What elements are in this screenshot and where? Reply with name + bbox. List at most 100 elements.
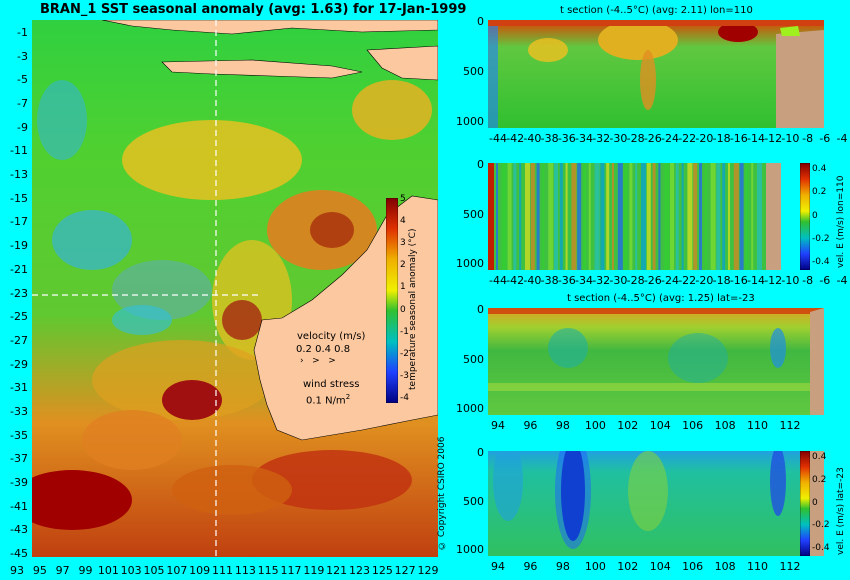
velocity-stripe xyxy=(745,163,749,270)
panel-x-tick: -40 xyxy=(523,132,542,145)
map-colorbar-tick: 0 xyxy=(400,304,406,315)
map-x-tick: 101 xyxy=(97,564,119,577)
panel3-section xyxy=(488,308,824,415)
map-x-tick: 109 xyxy=(189,564,211,577)
panel-x-tick: -20 xyxy=(695,274,714,287)
panel-colorbar-tick: 0 xyxy=(812,210,818,221)
panel-x-tick: -22 xyxy=(678,274,697,287)
panel1-section xyxy=(488,20,824,128)
panel-x-tick: -18 xyxy=(712,274,731,287)
panel-x-tick: -30 xyxy=(609,274,628,287)
panel-x-tick: 102 xyxy=(617,419,639,432)
map-x-tick: 111 xyxy=(212,564,233,577)
panel-x-tick: 106 xyxy=(682,560,704,573)
panel-x-tick: 96 xyxy=(523,419,538,432)
map-title: BRAN_1 SST seasonal anomaly (avg: 1.63) … xyxy=(40,2,467,17)
wind-legend-title: wind stress xyxy=(303,379,360,390)
map-x-tick: 103 xyxy=(120,564,142,577)
panel-y-tick: 1000 xyxy=(456,402,484,415)
velocity-stripe xyxy=(548,163,554,270)
map-x-tick: 125 xyxy=(371,564,393,577)
map-y-tick: -35 xyxy=(10,428,28,442)
velocity-stripe xyxy=(617,163,623,270)
map-y-tick: -7 xyxy=(17,97,28,111)
map-y-tick: -41 xyxy=(10,499,28,513)
panel4-section xyxy=(488,451,824,556)
map-y-tick: -27 xyxy=(10,333,28,347)
map-colorbar-tick: 4 xyxy=(400,216,406,227)
panel-x-tick: -44 xyxy=(489,132,507,145)
panel-x-tick: 102 xyxy=(617,560,639,573)
velocity-stripe xyxy=(722,163,726,270)
velocity-stripe xyxy=(646,163,651,270)
panel-x-tick: -38 xyxy=(540,132,559,145)
velocity-stripe xyxy=(757,163,762,270)
panel-colorbar-tick: 0.2 xyxy=(812,187,827,198)
panel-x-tick: -6 xyxy=(819,132,831,145)
velocity-stripe xyxy=(693,163,698,270)
panel-x-tick: -16 xyxy=(729,274,748,287)
panel-x-tick: 110 xyxy=(747,419,769,432)
velocity-stripe xyxy=(588,163,591,270)
panel-colorbar-tick: 0.2 xyxy=(812,474,827,485)
panel-x-tick: 108 xyxy=(714,560,736,573)
panel-x-tick: -44 xyxy=(489,274,507,287)
velocity-legend-values: 0.2 0.4 0.8 xyxy=(296,344,351,355)
panel-x-tick: -32 xyxy=(592,274,611,287)
copyright-text: © Copyright CSIRO 2006 xyxy=(437,436,447,550)
velocity-stripe xyxy=(606,163,610,270)
panel-x-tick: 112 xyxy=(779,419,801,432)
panel-y-tick: 500 xyxy=(463,352,484,366)
velocity-stripe xyxy=(519,163,522,270)
map-x-tick: 123 xyxy=(349,564,370,577)
panel-x-tick: -8 xyxy=(802,274,814,287)
velocity-stripe xyxy=(554,163,558,270)
panel1-title: t section (-4..5°C) (avg: 2.11) lon=110 xyxy=(560,5,753,16)
map-y-tick: -21 xyxy=(10,262,28,276)
panel-colorbar-tick: -0.2 xyxy=(812,520,830,531)
map-x-tick: 127 xyxy=(394,564,416,577)
panel-x-tick: -8 xyxy=(802,132,814,145)
velocity-stripe xyxy=(658,163,661,270)
panel-x-tick: 98 xyxy=(555,560,570,573)
panel-x-tick: -12 xyxy=(764,132,783,145)
panel-y-tick: 0 xyxy=(477,303,484,316)
panel2-colorbar xyxy=(800,163,810,270)
map-colorbar-label: temperature seasonal anomaly (°C) xyxy=(408,228,418,390)
panel-x-tick: -20 xyxy=(695,132,714,145)
velocity-stripe xyxy=(542,163,545,270)
panel4-colorbar xyxy=(800,451,810,556)
panel-x-tick: -38 xyxy=(540,274,559,287)
panel-x-tick: -24 xyxy=(661,132,679,145)
velocity-stripe xyxy=(594,163,600,270)
panel-x-tick: -12 xyxy=(764,274,783,287)
map-x-tick: 99 xyxy=(78,564,93,577)
velocity-stripe xyxy=(600,163,605,270)
panel-colorbar-tick: -0.4 xyxy=(812,257,830,267)
map-y-tick: -17 xyxy=(10,215,28,229)
velocity-stripe xyxy=(623,163,628,270)
map-x-tick: 115 xyxy=(257,564,279,577)
panel-x-tick: -32 xyxy=(592,132,611,145)
map-y-tick: -13 xyxy=(10,168,28,182)
panel-colorbar-tick: 0.4 xyxy=(812,452,827,462)
panel-x-tick: -6 xyxy=(819,274,831,287)
map-y-tick: -37 xyxy=(10,452,28,466)
map-y-tick: -29 xyxy=(10,357,28,371)
panel2-colorbar-label: vel. E (m/s) lon=110 xyxy=(836,175,846,268)
panel-x-tick: 112 xyxy=(779,560,801,573)
velocity-stripe xyxy=(536,163,540,270)
map-x-tick: 105 xyxy=(143,564,165,577)
map-y-tick: -31 xyxy=(10,381,28,395)
map-colorbar-tick: -2 xyxy=(400,348,409,359)
velocity-stripe xyxy=(652,163,656,270)
panel-x-tick: -26 xyxy=(643,274,662,287)
map-x-tick: 97 xyxy=(55,564,70,577)
map-colorbar-tick: -4 xyxy=(400,393,409,403)
panel-x-tick: -34 xyxy=(575,274,593,287)
panel-colorbar-tick: -0.4 xyxy=(812,543,830,553)
panel-x-tick: -26 xyxy=(643,132,662,145)
velocity-stripe xyxy=(675,163,679,270)
panel-y-tick: 0 xyxy=(477,15,484,28)
velocity-stripe xyxy=(559,163,563,270)
